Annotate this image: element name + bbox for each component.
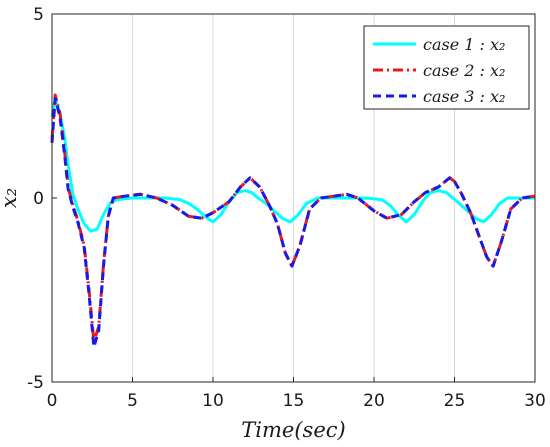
x-tick-label: 0 [47, 391, 58, 411]
legend-label-case-3: case 3 : x₂ [423, 87, 505, 106]
series-line-case-3 [50, 97, 536, 349]
x-tick-label: 15 [283, 391, 305, 411]
x-tick-label: 30 [524, 391, 546, 411]
series-layer [50, 93, 536, 349]
x-axis-label: Time(sec) [241, 418, 345, 442]
y-tick-label: -5 [27, 373, 44, 393]
y-axis-label: x₂ [0, 188, 21, 208]
x-tick-label: 5 [127, 391, 138, 411]
x-tick-label: 25 [444, 391, 466, 411]
x-tick-label: 10 [202, 391, 224, 411]
legend: case 1 : x₂ case 2 : x₂ case 3 : x₂ [363, 25, 530, 110]
y-tick-label: 0 [33, 189, 44, 209]
y-tick-label: 5 [33, 5, 44, 25]
x-tick-label: 20 [363, 391, 385, 411]
legend-label-case-2: case 2 : x₂ [423, 61, 505, 80]
legend-label-case-1: case 1 : x₂ [423, 35, 505, 54]
